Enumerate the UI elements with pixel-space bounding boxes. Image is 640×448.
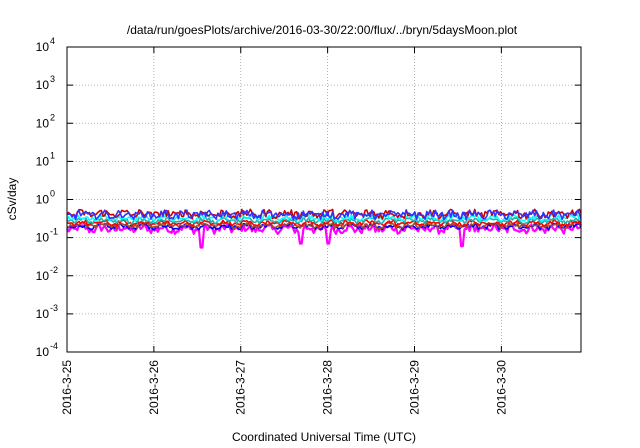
y-tick-label: 10 (36, 345, 50, 359)
y-axis-label: cSv/day (5, 178, 19, 221)
y-tick-label: 10 (36, 78, 50, 92)
y-tick-exponent: 2 (50, 112, 55, 122)
x-tick-label: 2016-3-30 (494, 360, 508, 415)
series-line (66, 219, 582, 228)
x-axis: 2016-3-25 2016-3-26 2016-3-27 2016-3-28 2016… (60, 47, 508, 415)
y-tick-label: 10 (36, 231, 50, 245)
series-line (66, 221, 582, 230)
y-tick-exponent: 0 (50, 189, 55, 199)
grid (67, 47, 581, 352)
series-line (66, 216, 582, 225)
series-line (66, 209, 582, 221)
series-line (66, 223, 582, 249)
x-axis-label: Coordinated Universal Time (UTC) (232, 430, 416, 444)
y-tick-label: 10 (36, 116, 50, 130)
x-tick-label: 2016-3-25 (60, 360, 74, 415)
y-tick-exponent: -1 (50, 227, 58, 237)
y-tick-exponent: -4 (50, 341, 58, 351)
y-tick-exponent: 4 (50, 36, 55, 46)
y-tick-exponent: -3 (50, 303, 58, 313)
plot-frame (66, 46, 582, 353)
x-tick-label: 2016-3-29 (407, 360, 421, 415)
y-tick-label: 10 (36, 40, 50, 54)
y-tick-label: 10 (36, 193, 50, 207)
y-tick-label: 10 (36, 269, 50, 283)
x-tick-label: 2016-3-27 (234, 360, 248, 415)
y-tick-label: 10 (36, 307, 50, 321)
y-tick-exponent: 1 (50, 150, 55, 160)
series-line (66, 208, 582, 220)
x-tick-label: 2016-3-28 (321, 360, 335, 415)
series-group (66, 208, 582, 249)
y-tick-label: 10 (36, 154, 50, 168)
y-tick-exponent: -2 (50, 265, 58, 275)
x-tick-label: 2016-3-26 (147, 360, 161, 415)
chart-title: /data/run/goesPlots/archive/2016-03-30/2… (127, 23, 518, 37)
y-tick-exponent: 3 (50, 74, 55, 84)
